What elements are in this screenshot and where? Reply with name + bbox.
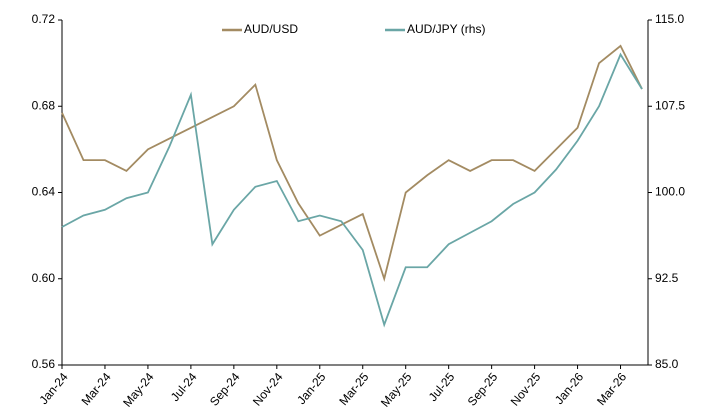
x-tick-label: May-24 bbox=[120, 370, 157, 410]
line-series bbox=[61, 52, 643, 328]
x-tick-label: May-25 bbox=[378, 370, 415, 410]
y2-tick-label: 100.0 bbox=[655, 185, 685, 199]
x-tick-label: Mar-25 bbox=[336, 370, 371, 408]
x-tick-label: Jan-24 bbox=[36, 370, 71, 407]
x-tick-label: Sep-25 bbox=[465, 370, 501, 409]
y-tick-label: 0.68 bbox=[32, 98, 56, 112]
legend-label: AUD/USD bbox=[244, 22, 298, 36]
x-tick-label: Jan-25 bbox=[294, 370, 329, 407]
y2-tick-label: 115.0 bbox=[655, 12, 684, 26]
x-tick-label: Sep-24 bbox=[207, 370, 243, 409]
y-tick-label: 0.64 bbox=[32, 185, 56, 199]
x-tick-label: Mar-24 bbox=[79, 370, 114, 408]
y2-tick-label: 85.0 bbox=[655, 357, 679, 371]
y2-tick-label: 92.5 bbox=[655, 271, 679, 285]
x-tick-label: Jul-24 bbox=[168, 370, 200, 404]
x-tick-label: Jan-26 bbox=[552, 370, 587, 407]
y-tick-label: 0.60 bbox=[32, 271, 56, 285]
y2-tick-label: 107.5 bbox=[655, 98, 685, 112]
line-series bbox=[61, 44, 643, 282]
x-tick-label: Mar-26 bbox=[594, 370, 629, 408]
x-tick-label: Nov-24 bbox=[250, 370, 286, 409]
y-tick-label: 0.56 bbox=[32, 357, 56, 371]
x-tick-label: Nov-25 bbox=[508, 370, 544, 409]
x-tick-label: Jul-25 bbox=[426, 370, 458, 404]
legend-label: AUD/JPY (rhs) bbox=[407, 22, 485, 36]
y-tick-label: 0.72 bbox=[32, 12, 56, 26]
